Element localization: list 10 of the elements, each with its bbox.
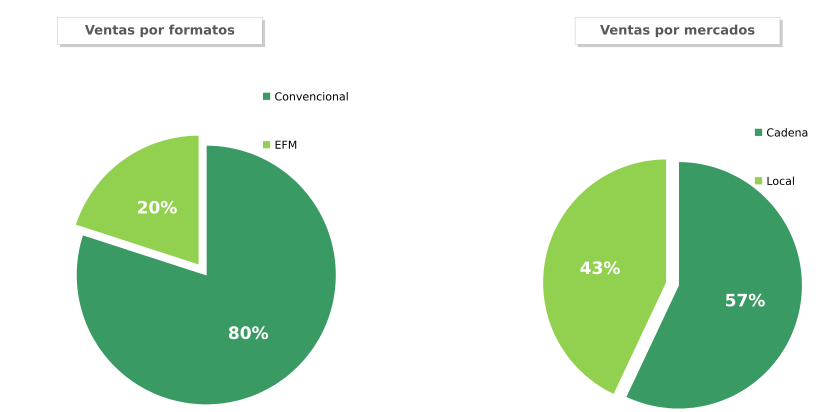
data-label: 20%: [138, 200, 177, 214]
chart-title: Ventas por mercados: [600, 24, 754, 38]
data-label: 80%: [228, 326, 268, 340]
data-label: 57%: [726, 294, 765, 307]
legend-label: Local: [768, 176, 794, 186]
legend-label: Cadena: [767, 128, 808, 137]
legend-label: EFM: [276, 140, 296, 149]
data-label: 43%: [580, 261, 620, 274]
legend-label: Convencional: [275, 92, 348, 101]
chart-title: Ventas por formatos: [84, 24, 234, 38]
